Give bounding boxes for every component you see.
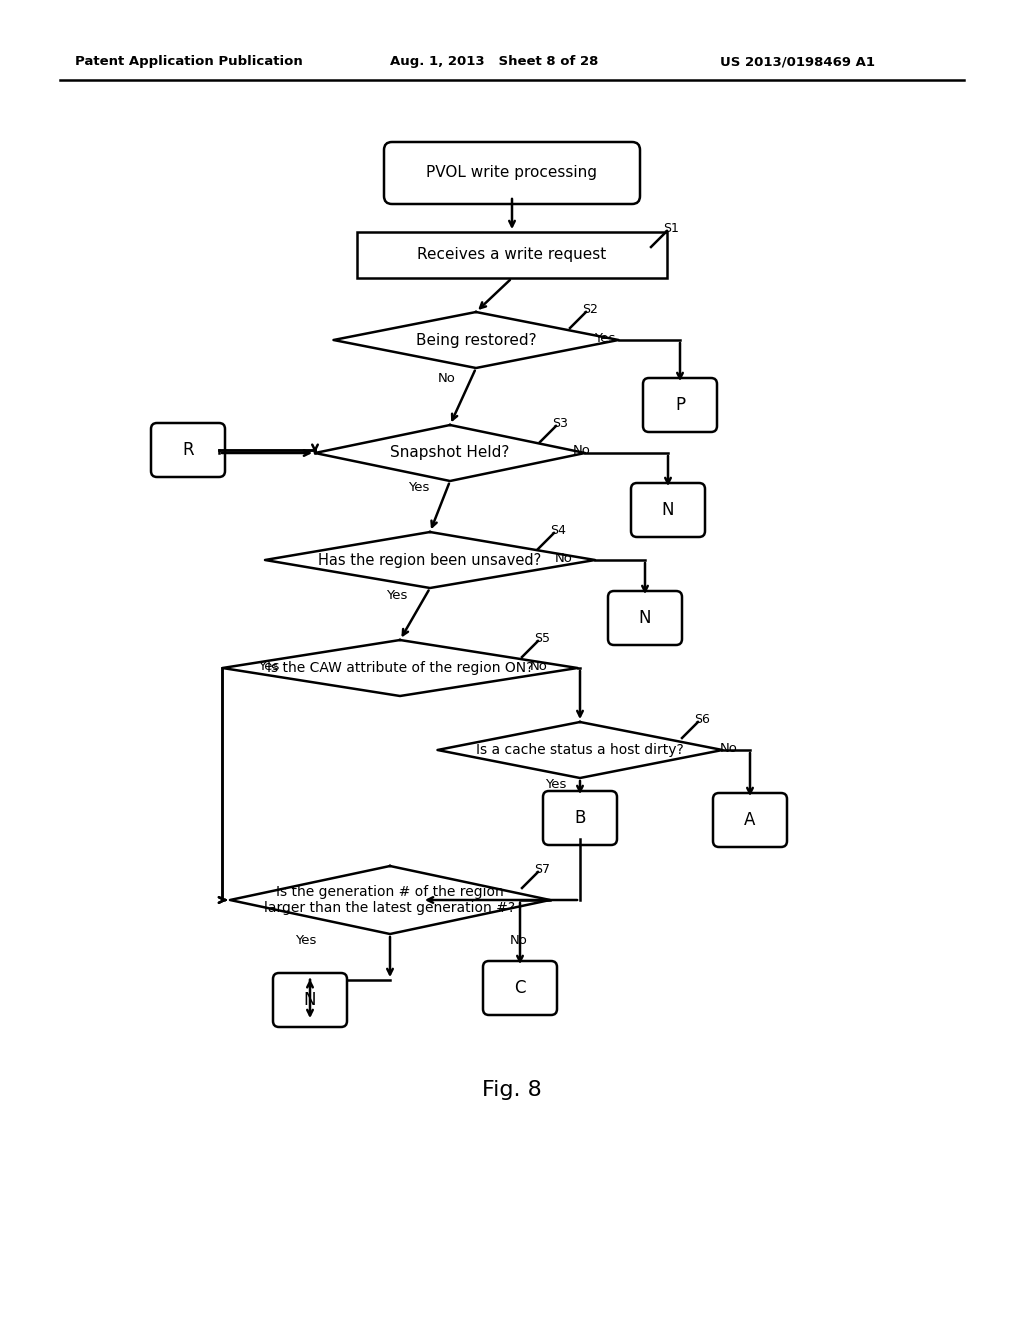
Text: Is the generation # of the region
larger than the latest generation #?: Is the generation # of the region larger… [264,884,515,915]
FancyBboxPatch shape [713,793,787,847]
Text: Is a cache status a host dirty?: Is a cache status a host dirty? [476,743,684,756]
Text: US 2013/0198469 A1: US 2013/0198469 A1 [720,55,874,69]
Text: Fig. 8: Fig. 8 [482,1080,542,1100]
Text: N: N [639,609,651,627]
Text: C: C [514,979,525,997]
Text: Is the CAW attribute of the region ON?: Is the CAW attribute of the region ON? [267,661,534,675]
Text: B: B [574,809,586,828]
FancyBboxPatch shape [631,483,705,537]
Text: S7: S7 [534,863,550,876]
Text: Has the region been unsaved?: Has the region been unsaved? [318,553,542,568]
FancyBboxPatch shape [643,378,717,432]
Text: A: A [744,810,756,829]
Text: Yes: Yes [408,480,429,494]
Text: No: No [510,935,528,946]
Text: N: N [662,502,674,519]
Polygon shape [437,722,723,777]
Text: Yes: Yes [386,589,408,602]
Text: No: No [573,444,591,457]
FancyBboxPatch shape [151,422,225,477]
Text: S1: S1 [663,222,679,235]
Text: No: No [530,660,548,672]
Text: No: No [555,552,572,565]
Text: Yes: Yes [295,935,316,946]
FancyBboxPatch shape [483,961,557,1015]
Text: S2: S2 [582,304,598,315]
Polygon shape [315,425,585,480]
Text: Snapshot Held?: Snapshot Held? [390,446,510,461]
Text: S5: S5 [534,632,550,645]
FancyBboxPatch shape [608,591,682,645]
Text: Yes: Yes [258,660,280,672]
FancyBboxPatch shape [384,143,640,205]
Text: Receives a write request: Receives a write request [418,248,606,263]
Text: PVOL write processing: PVOL write processing [427,165,597,181]
Text: P: P [675,396,685,414]
Text: No: No [438,372,456,385]
Text: S3: S3 [552,417,568,430]
Polygon shape [334,312,618,368]
FancyBboxPatch shape [543,791,617,845]
Text: S6: S6 [694,713,710,726]
Text: Yes: Yes [594,331,615,345]
Polygon shape [230,866,550,935]
FancyBboxPatch shape [273,973,347,1027]
Text: Being restored?: Being restored? [416,333,537,347]
Text: Patent Application Publication: Patent Application Publication [75,55,303,69]
Bar [357,232,667,279]
Text: N: N [304,991,316,1008]
Polygon shape [265,532,595,587]
Polygon shape [222,640,578,696]
Text: Aug. 1, 2013   Sheet 8 of 28: Aug. 1, 2013 Sheet 8 of 28 [390,55,598,69]
Text: R: R [182,441,194,459]
Text: S4: S4 [550,524,566,537]
Text: No: No [720,742,738,755]
Text: Yes: Yes [545,777,566,791]
